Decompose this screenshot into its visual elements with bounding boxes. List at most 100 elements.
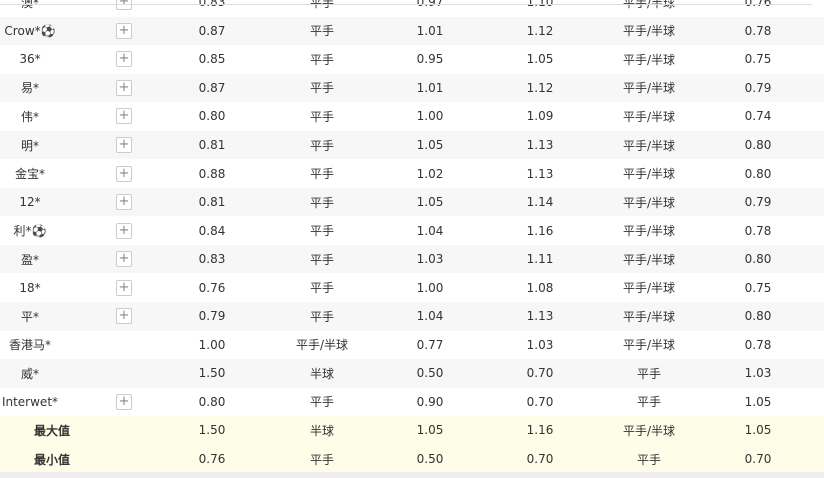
odds-value: 平手/半球 [622,167,676,182]
company-name: 金宝* [14,167,45,182]
plus-icon[interactable]: + [116,279,132,296]
odds-value: 0.79 [198,309,226,324]
table-row: 平* +0.79 平手 1.04 1.13 平手/半球 0.80 [0,302,824,331]
company-name: 威* [20,366,39,381]
table-row: 金宝* +0.88 平手 1.02 1.13 平手/半球 0.80 [0,159,824,188]
odds-value: 0.70 [526,366,554,381]
plus-icon[interactable]: + [116,79,132,96]
odds-value: 平手 [636,395,661,410]
odds-value: 1.03 [416,252,444,267]
odds-value: 1.03 [526,337,554,352]
plus-icon[interactable]: + [116,165,132,182]
company-name: 利*⚽ [13,224,47,239]
odds-value: 平手/半球 [622,252,676,267]
plus-icon[interactable]: + [116,251,132,268]
plus-icon[interactable]: + [116,222,132,239]
table-row: 澳* +0.83 平手 0.97 1.10 平手/半球 0.76 [0,0,824,17]
odds-value: 0.75 [744,280,772,295]
odds-value: 平手 [309,281,334,296]
odds-value: 平手/半球 [295,338,349,353]
odds-value: 平手 [309,81,334,96]
odds-value: 平手 [309,167,334,182]
odds-value: 0.76 [198,280,226,295]
odds-value: 1.04 [416,223,444,238]
odds-value: 0.78 [744,23,772,38]
stat-value: 0.76 [198,452,226,467]
odds-value: 0.76 [744,0,772,10]
odds-value: 0.75 [744,52,772,67]
odds-value: 1.11 [526,252,554,267]
stat-value: 平手 [636,452,661,467]
odds-value: 平手 [636,366,661,381]
plus-icon[interactable]: + [116,393,132,410]
odds-value: 1.12 [526,23,554,38]
odds-value: 平手/半球 [622,224,676,239]
plus-icon[interactable]: + [116,0,132,11]
odds-value: 1.05 [744,394,772,409]
odds-value: 1.05 [526,52,554,67]
plus-icon[interactable]: + [116,22,132,39]
stat-row: 最小值 0.76 平手 0.50 0.70 平手 0.70 [0,444,824,474]
odds-value: 0.80 [198,394,226,409]
odds-value: 0.70 [526,394,554,409]
expand-cell: + [104,388,144,417]
odds-value: 1.10 [526,0,554,10]
stat-value: 1.05 [744,423,772,438]
company-name: 澳* [0,0,60,17]
table-row: 18* +0.76 平手 1.00 1.08 平手/半球 0.75 [0,273,824,302]
plus-icon[interactable]: + [116,108,132,125]
odds-value: 0.81 [198,138,226,152]
plus-icon[interactable]: + [116,137,132,153]
company-name: 12* [19,195,41,210]
odds-value: 0.74 [744,109,772,124]
odds-value: 1.00 [416,280,444,295]
table-row: 伟* +0.80 平手 1.00 1.09 平手/半球 0.74 [0,102,824,131]
stat-value: 1.05 [416,423,444,438]
odds-value: 1.04 [416,309,444,324]
expand-cell: + [104,188,144,217]
odds-value: 0.78 [744,337,772,352]
header-divider [0,4,812,5]
expand-cell: + [104,216,144,245]
odds-value: 平手/半球 [622,109,676,124]
table-row: Crow*⚽ +0.87 平手 1.01 1.12 平手/半球 0.78 [0,16,824,46]
table-row: 36* +0.85 平手 0.95 1.05 平手/半球 0.75 [0,45,824,74]
expand-cell: + [104,102,144,131]
expand-cell: + [104,45,144,74]
odds-value: 0.87 [198,80,226,95]
table-row: 12* +0.81 平手 1.05 1.14 平手/半球 0.79 [0,187,824,217]
plus-icon[interactable]: + [116,51,132,68]
plus-icon[interactable]: + [116,194,132,211]
odds-value: 平手 [309,395,334,410]
odds-value: 1.16 [526,223,554,238]
plus-icon[interactable]: + [116,308,132,325]
odds-value: 平手/半球 [622,195,676,210]
stat-value: 1.50 [198,423,226,438]
odds-value: 平手 [309,224,334,239]
stat-label: 最小值 [33,452,70,467]
stat-value: 0.70 [744,452,772,467]
odds-value: 1.05 [416,195,444,210]
odds-value: 平手 [309,24,334,39]
odds-value: 1.09 [526,109,554,124]
odds-value: 0.95 [416,52,444,67]
expand-cell: + [104,131,144,160]
odds-value: 平手 [309,109,334,124]
company-name: 盈* [20,252,39,267]
table-row: 明* +0.81 平手 1.05 1.13 平手/半球 0.80 [0,130,824,160]
odds-value: 0.81 [198,195,226,210]
odds-value: 平手/半球 [622,24,676,39]
odds-value: 1.01 [416,23,444,38]
odds-value: 0.80 [744,309,772,324]
expand-cell: + [104,159,144,188]
table-row: 易* +0.87 平手 1.01 1.12 平手/半球 0.79 [0,73,824,103]
table-row: 利*⚽ +0.84 平手 1.04 1.16 平手/半球 0.78 [0,216,824,245]
table-footer-bar [0,472,824,478]
odds-value: 平手/半球 [622,52,676,67]
odds-value: 0.85 [198,52,226,67]
company-name: 18* [19,280,41,295]
odds-value: 1.08 [526,280,554,295]
odds-value: 0.88 [198,166,226,181]
odds-value: 平手/半球 [622,281,676,296]
stat-value: 半球 [309,423,334,438]
